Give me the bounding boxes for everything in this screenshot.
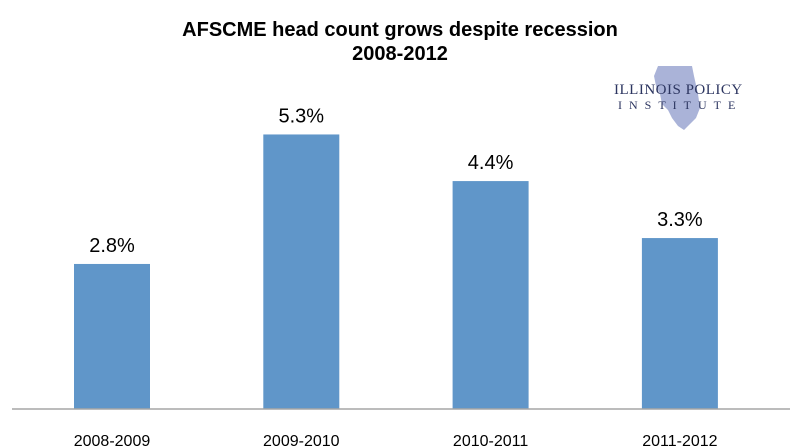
x-tick-label: 2011-2012 [642, 433, 717, 446]
x-tick-label: 2008-2009 [74, 433, 151, 446]
bar [452, 181, 529, 409]
data-label: 2.8% [89, 235, 135, 257]
subtitle-line: 2008-2012 [352, 43, 448, 65]
title-line: AFSCME head count grows despite recessio… [182, 19, 618, 41]
illinois-policy-institute-logo: ILLINOIS POLICY INSTITUTE [612, 64, 752, 134]
bar [263, 134, 340, 409]
logo-line1: ILLINOIS POLICY [614, 82, 743, 98]
data-label: 5.3% [279, 105, 325, 127]
bar [641, 238, 718, 409]
x-tick-label: 2010-2011 [453, 433, 528, 446]
bar [74, 263, 150, 409]
logo-line2: INSTITUTE [618, 98, 743, 112]
illinois-map-icon [654, 66, 700, 130]
chart-title: AFSCME head count grows despite recessio… [0, 18, 800, 66]
x-tick-label: 2009-2010 [263, 433, 340, 446]
data-label: 4.4% [468, 152, 514, 174]
data-label: 3.3% [657, 209, 703, 231]
